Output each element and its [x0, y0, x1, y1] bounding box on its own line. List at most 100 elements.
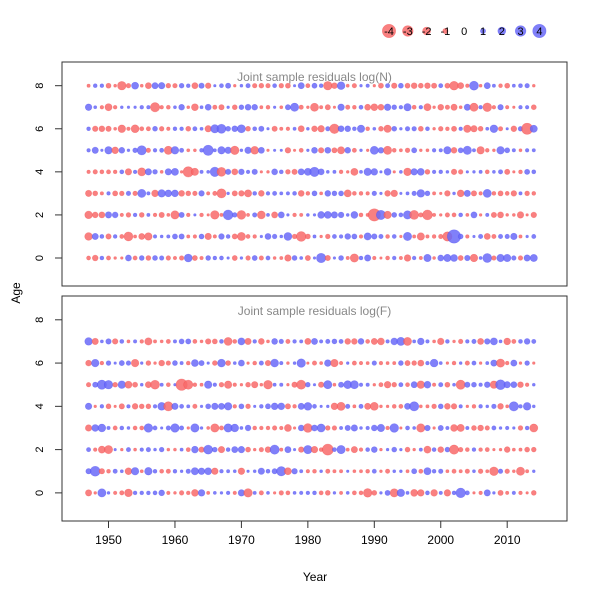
bubble: [99, 404, 105, 409]
bubble: [252, 447, 257, 452]
bubble: [244, 189, 252, 198]
bubble: [391, 125, 398, 132]
bubble: [336, 401, 346, 411]
bubble: [383, 145, 393, 155]
bubble: [271, 125, 278, 132]
bubble: [404, 82, 411, 89]
bubble: [384, 489, 391, 496]
bubble: [518, 169, 523, 175]
bubble: [491, 425, 497, 431]
bubble: [451, 125, 457, 132]
bubble: [371, 360, 377, 366]
bubble: [312, 468, 317, 474]
bubble: [186, 212, 191, 218]
bubble: [186, 426, 190, 430]
bubble: [371, 468, 377, 474]
bubble: [257, 146, 265, 154]
bubble: [164, 168, 172, 176]
bubble: [218, 425, 224, 431]
bubble: [383, 124, 392, 133]
bubble: [130, 124, 140, 134]
bubble: [210, 423, 220, 433]
bubble: [471, 425, 477, 431]
bubble: [417, 168, 425, 176]
bubble: [410, 168, 418, 176]
bubble: [531, 446, 537, 453]
bubble: [251, 103, 258, 111]
bubble: [285, 169, 291, 175]
bubble: [132, 190, 138, 197]
bubble: [272, 425, 278, 431]
bubble: [485, 361, 490, 366]
bubble: [518, 105, 523, 110]
bubble: [218, 233, 225, 240]
bubble: [398, 212, 404, 218]
bubble: [86, 255, 91, 261]
bubble: [192, 338, 198, 344]
bubble: [379, 170, 383, 174]
bubble: [112, 105, 118, 110]
bubble: [258, 255, 264, 261]
bubble: [192, 255, 198, 261]
bubble: [391, 404, 397, 409]
bubble: [383, 381, 392, 389]
bubble: [352, 191, 357, 196]
bubble: [225, 447, 231, 452]
bubble: [238, 190, 245, 197]
bubble: [524, 446, 530, 453]
bubble: [477, 424, 484, 432]
bubble: [498, 447, 503, 452]
bubble: [136, 145, 147, 156]
bubble: [111, 211, 119, 219]
bubble: [458, 169, 464, 175]
bubble: [525, 491, 529, 495]
bubble: [379, 491, 383, 495]
bubble: [516, 466, 525, 476]
bubble: [198, 360, 205, 367]
bubble: [531, 404, 536, 409]
bubble: [365, 339, 371, 344]
bubble: [332, 169, 337, 174]
bubble: [198, 82, 205, 89]
bubble: [212, 148, 217, 153]
bubble: [292, 447, 297, 452]
bubble: [119, 190, 125, 197]
bubble: [370, 337, 378, 345]
bubble: [385, 255, 390, 261]
bubble: [346, 469, 350, 473]
bubble: [185, 360, 191, 366]
bubble: [383, 168, 392, 176]
bubble: [172, 339, 178, 344]
bubble: [491, 105, 497, 110]
bubble: [137, 188, 147, 198]
bubble: [518, 447, 523, 452]
bubble: [497, 211, 504, 219]
bubble: [492, 169, 496, 174]
bubble: [152, 490, 158, 496]
bubble: [219, 212, 224, 217]
bubble: [93, 105, 98, 110]
bubble: [496, 358, 505, 368]
bubble: [306, 361, 310, 365]
bubble: [531, 490, 537, 496]
bubble: [84, 103, 93, 111]
bubble: [319, 105, 324, 110]
bubble: [239, 148, 244, 153]
bubble: [403, 231, 413, 241]
bubble: [132, 425, 138, 431]
legend-bubble: [442, 28, 449, 34]
bubble: [531, 148, 536, 153]
bubble: [159, 339, 164, 344]
bubble: [292, 84, 297, 88]
bubble: [465, 404, 470, 409]
bubble: [404, 360, 411, 367]
bubble: [444, 104, 450, 110]
bubble: [179, 255, 185, 261]
bubble: [418, 447, 423, 452]
bubble: [365, 83, 370, 88]
bubble: [272, 382, 277, 387]
bubble: [399, 469, 403, 473]
bubble: [369, 401, 379, 411]
bubble: [190, 467, 199, 476]
bubble: [312, 256, 317, 260]
